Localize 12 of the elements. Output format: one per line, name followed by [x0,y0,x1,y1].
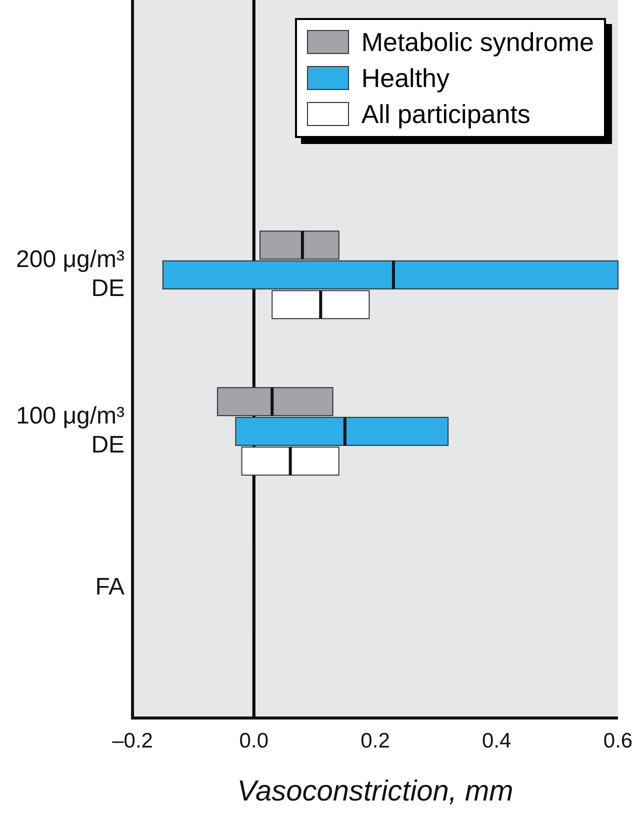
y-tick-label: 200 μg/m³ DE [16,246,125,302]
x-tick-label: 0.0 [239,729,269,752]
x-tick-label: 0.6 [603,729,633,752]
legend-label: Metabolic syndrome [361,26,594,58]
y-tick-label: 100 μg/m³ DE [16,402,125,458]
x-axis-title: Vasoconstriction, mm [237,776,514,808]
legend-label: Healthy [361,62,450,94]
x-tick-label: –0.2 [112,729,153,752]
x-tick-label: 0.4 [482,729,512,752]
x-tick-label: 0.2 [360,729,390,752]
y-tick-label: FA [95,574,125,601]
legend-label: All participants [361,98,530,130]
